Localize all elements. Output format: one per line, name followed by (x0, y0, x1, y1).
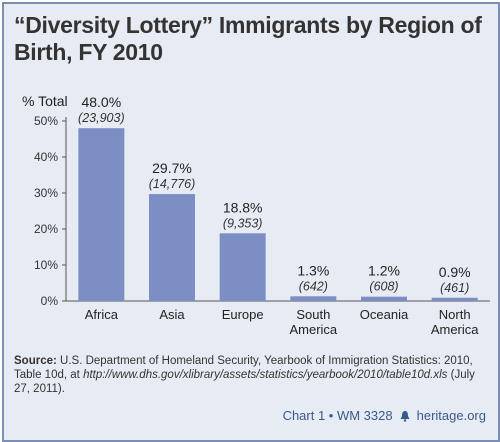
bar (78, 128, 125, 301)
category-label: South (296, 307, 330, 322)
y-tick-label: 50% (34, 114, 58, 128)
y-tick-label: 40% (34, 150, 58, 164)
y-tick-label: 20% (34, 222, 58, 236)
category-label: Africa (85, 307, 119, 322)
count-label: (9,353) (223, 216, 263, 230)
value-label: 1.3% (297, 262, 329, 278)
source-text: U.S. Department of Homeland Security, Ye… (14, 355, 473, 381)
bar (149, 194, 195, 301)
value-label: 48.0% (81, 94, 121, 110)
category-label: Oceania (360, 307, 409, 322)
bar (361, 296, 407, 301)
brand-name: heritage.org (416, 408, 486, 423)
source-date: (July 27, 2011). (14, 369, 475, 395)
count-label: (461) (440, 281, 469, 295)
category-label: North (439, 307, 471, 322)
y-axis-label: % Total (22, 93, 68, 109)
source-label: Source: (14, 355, 57, 367)
y-tick-label: 0% (41, 294, 59, 308)
category-label: Asia (159, 307, 185, 322)
value-label: 29.7% (152, 160, 192, 176)
category-label: Europe (222, 307, 264, 322)
value-label: 1.2% (368, 263, 400, 279)
count-label: (642) (299, 279, 328, 293)
chart-title: “Diversity Lottery” Immigrants by Region… (14, 12, 482, 65)
y-tick-label: 10% (34, 258, 58, 272)
bar (219, 233, 266, 301)
bar (431, 297, 478, 301)
count-label: (23,903) (78, 111, 125, 125)
chart-id: Chart 1 • WM 3328 (282, 408, 393, 423)
count-label: (14,776) (149, 177, 196, 191)
y-tick-label: 30% (34, 186, 58, 200)
source-url: http://www.dhs.gov/xlibrary/assets/stati… (83, 369, 448, 381)
source-note: Source: U.S. Department of Homeland Secu… (14, 354, 492, 396)
bar-chart: % Total 0% 10% 20% 30% 40% 50% 48.0%(23,903) Afr… (22, 93, 490, 337)
liberty-bell-icon (399, 410, 411, 422)
chart-area: % Total 0% 10% 20% 30% 40% 50% 48.0% (23,903) Afr… (4, 86, 498, 346)
value-label: 0.9% (439, 264, 471, 280)
bar (290, 296, 337, 301)
footer: Chart 1 • WM 3328 heritage.org (283, 408, 486, 423)
value-label: 18.8% (223, 199, 263, 215)
category-label: America (289, 322, 337, 337)
count-label: (608) (369, 280, 398, 294)
category-label: America (431, 322, 479, 337)
